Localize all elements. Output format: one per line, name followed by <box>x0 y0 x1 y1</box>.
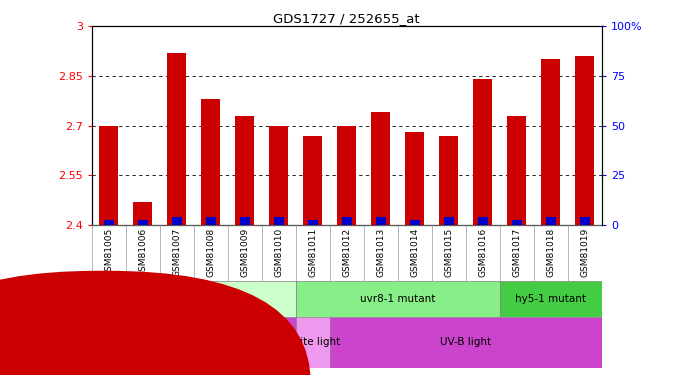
Bar <box>473 79 492 225</box>
Bar <box>296 281 500 317</box>
Text: GSM81014: GSM81014 <box>410 228 420 277</box>
Text: genotype/variation: genotype/variation <box>0 294 91 304</box>
Bar <box>235 116 254 225</box>
Bar <box>307 220 318 225</box>
Text: GSM81007: GSM81007 <box>172 228 182 277</box>
Text: GSM81005: GSM81005 <box>104 228 114 277</box>
Bar <box>201 99 220 225</box>
Bar <box>330 317 602 368</box>
Text: uvr8-1 mutant: uvr8-1 mutant <box>360 294 435 304</box>
Bar <box>371 112 390 225</box>
Bar <box>296 317 330 368</box>
Bar <box>579 217 590 225</box>
Bar <box>341 217 352 225</box>
Text: GSM81015: GSM81015 <box>444 228 454 277</box>
Bar <box>500 281 602 317</box>
Bar <box>99 126 118 225</box>
Bar <box>375 217 386 225</box>
Bar <box>239 217 250 225</box>
Bar <box>545 217 556 225</box>
Title: GDS1727 / 252655_at: GDS1727 / 252655_at <box>273 12 420 25</box>
Text: white light: white light <box>285 337 341 347</box>
Text: wild type: wild type <box>170 294 218 304</box>
Bar <box>92 317 194 368</box>
Bar <box>507 116 526 225</box>
Text: GSM81010: GSM81010 <box>274 228 284 277</box>
Text: GSM81016: GSM81016 <box>478 228 488 277</box>
Text: GSM81012: GSM81012 <box>342 228 352 277</box>
Text: white light: white light <box>115 337 171 347</box>
Bar <box>443 217 454 225</box>
Text: GSM81013: GSM81013 <box>376 228 386 277</box>
Bar <box>194 317 296 368</box>
Bar <box>439 136 458 225</box>
Text: GSM81017: GSM81017 <box>512 228 522 277</box>
Bar <box>409 220 420 225</box>
Bar <box>205 217 216 225</box>
Bar <box>477 217 488 225</box>
Text: GSM81011: GSM81011 <box>308 228 318 277</box>
Bar <box>337 126 356 225</box>
Text: GSM81009: GSM81009 <box>240 228 250 277</box>
Text: GSM81008: GSM81008 <box>206 228 216 277</box>
Bar <box>269 126 288 225</box>
Bar <box>103 220 114 225</box>
Text: GSM81006: GSM81006 <box>138 228 148 277</box>
Text: UV-B light: UV-B light <box>440 337 492 347</box>
Text: stress: stress <box>60 337 91 347</box>
Bar <box>541 59 560 225</box>
Bar <box>405 132 424 225</box>
Bar <box>133 202 152 225</box>
Bar <box>575 56 594 225</box>
Bar <box>273 217 284 225</box>
Text: hy5-1 mutant: hy5-1 mutant <box>515 294 586 304</box>
Bar <box>167 53 186 225</box>
Bar <box>137 220 148 225</box>
Bar <box>171 217 182 225</box>
Bar <box>511 220 522 225</box>
Bar <box>92 281 296 317</box>
Text: GSM81019: GSM81019 <box>580 228 590 277</box>
Text: GSM81018: GSM81018 <box>546 228 556 277</box>
Bar <box>303 136 322 225</box>
Text: UV-B light: UV-B light <box>219 337 271 347</box>
